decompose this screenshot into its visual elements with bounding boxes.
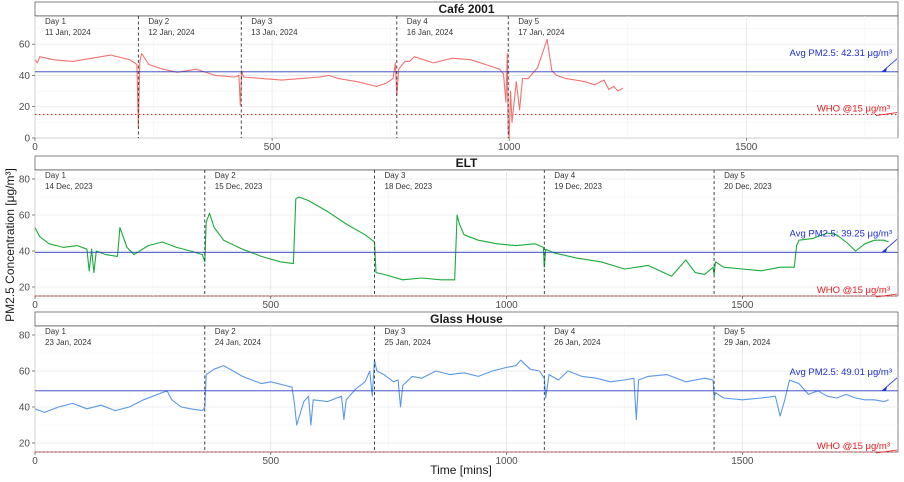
y-tick-label: 20 — [19, 439, 31, 450]
x-tick-label: 1500 — [731, 300, 754, 311]
y-tick-label: 40 — [19, 247, 31, 258]
y-axis-title: PM2.5 Concentration [μg/m³] — [3, 168, 17, 322]
day-date-label: 18 Dec, 2023 — [385, 182, 433, 191]
pm25-series-line — [34, 359, 889, 426]
day-label: Day 1 — [45, 17, 66, 26]
day-label: Day 5 — [518, 17, 539, 26]
who-annotation: WHO @15 μg/m³ — [817, 285, 890, 296]
day-date-label: 25 Jan, 2024 — [385, 338, 432, 347]
x-tick-label: 1000 — [495, 456, 518, 467]
day-date-label: 23 Jan, 2024 — [45, 338, 92, 347]
average-arrow — [881, 58, 898, 73]
day-label: Day 1 — [45, 171, 66, 180]
day-date-label: 24 Jan, 2024 — [215, 338, 262, 347]
panel-background — [34, 15, 899, 139]
x-axis-title: Time [mins] — [430, 463, 492, 477]
panel-title: Café 2001 — [438, 2, 494, 16]
day-date-label: 17 Jan, 2024 — [518, 28, 565, 37]
x-tick-label: 500 — [264, 142, 281, 153]
day-date-label: 20 Dec, 2023 — [724, 182, 772, 191]
x-tick-label: 0 — [32, 456, 38, 467]
panel-2: Glass House 0 500 1000 1500 20 40 60 80 Day 1 23 J… — [19, 311, 899, 467]
y-tick-label: 60 — [19, 367, 31, 378]
average-arrowhead — [882, 67, 887, 72]
day-label: Day 4 — [554, 171, 575, 180]
day-label: Day 2 — [215, 327, 236, 336]
x-tick-label: 1000 — [495, 300, 518, 311]
x-tick-label: 1000 — [498, 142, 521, 153]
y-tick-label: 40 — [19, 71, 31, 82]
average-arrow — [881, 239, 898, 253]
y-tick-label: 0 — [24, 134, 30, 145]
who-arrow — [875, 112, 898, 116]
day-label: Day 3 — [251, 17, 272, 26]
day-date-label: 26 Jan, 2024 — [554, 338, 601, 347]
panel-1: ELT 0 500 1000 1500 20 40 60 80 Day 1 14 Dec, 2023… — [19, 155, 899, 311]
x-tick-label: 0 — [32, 300, 38, 311]
y-tick-label: 80 — [19, 331, 31, 342]
average-arrowhead — [882, 386, 887, 391]
average-annotation: Avg PM2.5: 42.31 μg/m³ — [790, 48, 892, 59]
who-arrow — [875, 293, 898, 298]
day-date-label: 16 Jan, 2024 — [407, 28, 454, 37]
day-date-label: 14 Dec, 2023 — [45, 182, 93, 191]
day-label: Day 5 — [724, 171, 745, 180]
day-label: Day 4 — [554, 327, 575, 336]
average-arrow — [881, 377, 898, 392]
pm25-series-line — [34, 196, 889, 281]
who-annotation: WHO @15 μg/m³ — [817, 441, 890, 452]
average-annotation: Avg PM2.5: 49.01 μg/m³ — [790, 367, 892, 378]
panel-title: ELT — [456, 156, 478, 170]
y-tick-label: 80 — [19, 175, 31, 186]
day-label: Day 2 — [148, 17, 169, 26]
x-tick-label: 0 — [32, 142, 38, 153]
x-tick-label: 500 — [262, 456, 279, 467]
y-tick-label: 20 — [19, 283, 31, 294]
day-label: Day 5 — [724, 327, 745, 336]
day-date-label: 13 Jan, 2024 — [251, 28, 298, 37]
day-label: Day 4 — [407, 17, 428, 26]
average-annotation: Avg PM2.5: 39.25 μg/m³ — [790, 228, 892, 239]
y-tick-label: 20 — [19, 102, 31, 113]
day-date-label: 15 Dec, 2023 — [215, 182, 263, 191]
day-label: Day 2 — [215, 171, 236, 180]
who-arrow — [875, 449, 898, 454]
day-date-label: 19 Dec, 2023 — [554, 182, 602, 191]
y-tick-label: 60 — [19, 211, 31, 222]
day-date-label: 12 Jan, 2024 — [148, 28, 195, 37]
day-label: Day 3 — [385, 171, 406, 180]
who-annotation: WHO @15 μg/m³ — [817, 104, 890, 115]
y-tick-label: 40 — [19, 403, 31, 414]
average-arrowhead — [882, 248, 887, 253]
x-tick-label: 1500 — [731, 456, 754, 467]
day-date-label: 11 Jan, 2024 — [45, 28, 91, 37]
x-tick-label: 500 — [262, 300, 279, 311]
y-tick-label: 60 — [19, 40, 31, 51]
panel-0: Café 2001 0 500 1000 1500 0 20 40 60 Day 1 11 Jan,… — [19, 1, 899, 153]
panel-title: Glass House — [430, 312, 503, 326]
day-label: Day 1 — [45, 327, 66, 336]
day-date-label: 29 Jan, 2024 — [724, 338, 771, 347]
day-label: Day 3 — [385, 327, 406, 336]
x-tick-label: 1500 — [735, 142, 758, 153]
